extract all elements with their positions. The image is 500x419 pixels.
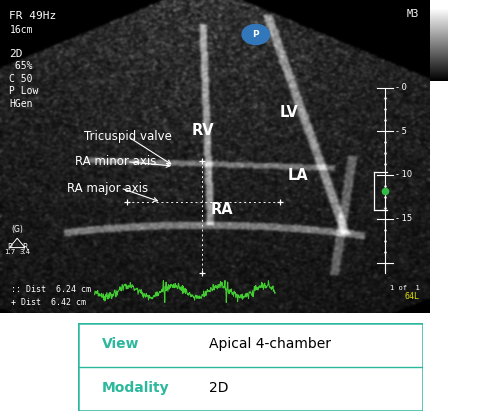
Text: R: R	[22, 243, 28, 252]
Text: 16cm: 16cm	[10, 25, 33, 35]
Text: - 5: - 5	[396, 127, 406, 135]
Text: :: Dist  6.24 cm: :: Dist 6.24 cm	[11, 285, 91, 294]
Text: LA: LA	[288, 168, 309, 183]
Text: M3: M3	[407, 9, 419, 19]
Text: P Low: P Low	[10, 86, 39, 96]
Text: 64L: 64L	[404, 292, 419, 301]
Text: - 0: - 0	[396, 83, 406, 92]
Text: RA minor axis: RA minor axis	[75, 155, 156, 168]
Text: Apical 4-chamber: Apical 4-chamber	[208, 337, 330, 351]
Text: HGen: HGen	[10, 99, 33, 109]
Text: + Dist  6.42 cm: + Dist 6.42 cm	[11, 298, 86, 307]
Text: 2D: 2D	[208, 381, 228, 395]
Text: 1 of  1: 1 of 1	[390, 285, 419, 292]
Text: 65%: 65%	[10, 61, 33, 71]
Text: LV: LV	[280, 105, 298, 120]
Text: RA major axis: RA major axis	[66, 181, 148, 194]
Text: C 50: C 50	[10, 74, 33, 84]
Text: Modality: Modality	[102, 381, 170, 395]
Text: - 15: - 15	[396, 214, 411, 223]
Text: P: P	[7, 243, 12, 252]
Text: - 10: - 10	[396, 171, 411, 179]
Text: (G): (G)	[12, 225, 23, 234]
Text: 3.4: 3.4	[20, 249, 30, 256]
Text: RA: RA	[210, 202, 234, 217]
Text: RV: RV	[192, 123, 214, 137]
Text: FR 49Hz: FR 49Hz	[10, 11, 56, 21]
Text: View: View	[102, 337, 139, 351]
Text: Tricuspid valve: Tricuspid valve	[84, 130, 172, 143]
Text: P: P	[252, 30, 259, 39]
Text: 1.7: 1.7	[4, 249, 15, 256]
Circle shape	[242, 24, 270, 44]
Text: 2D: 2D	[10, 49, 23, 59]
